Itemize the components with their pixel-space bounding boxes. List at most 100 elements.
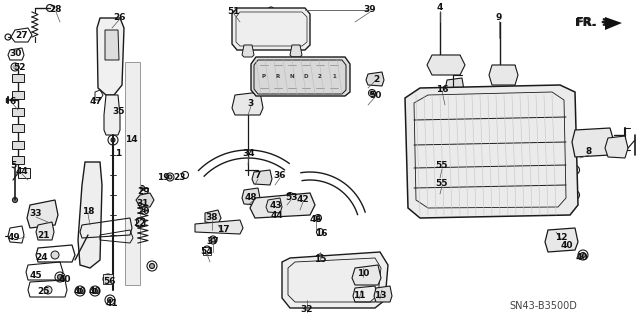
Text: 40: 40 <box>561 241 573 249</box>
Text: 51: 51 <box>228 6 240 16</box>
Circle shape <box>425 190 435 200</box>
Circle shape <box>428 192 433 197</box>
Polygon shape <box>97 18 124 95</box>
Circle shape <box>475 102 485 112</box>
Text: 1: 1 <box>115 149 121 158</box>
Text: 46: 46 <box>310 214 323 224</box>
Polygon shape <box>232 8 310 50</box>
Circle shape <box>477 147 483 152</box>
Text: 2: 2 <box>318 75 322 79</box>
Circle shape <box>527 147 532 152</box>
Circle shape <box>275 211 279 215</box>
Text: FR.: FR. <box>576 16 598 28</box>
Circle shape <box>93 288 97 293</box>
Polygon shape <box>12 91 24 99</box>
Text: P: P <box>262 75 266 79</box>
Text: 41: 41 <box>106 299 118 308</box>
Circle shape <box>475 190 485 200</box>
Circle shape <box>13 65 17 69</box>
Text: 33: 33 <box>29 210 42 219</box>
Text: 9: 9 <box>496 13 502 23</box>
Text: 32: 32 <box>301 305 313 314</box>
Circle shape <box>369 77 375 83</box>
Text: 37: 37 <box>207 236 220 246</box>
Polygon shape <box>290 45 302 57</box>
Circle shape <box>436 180 440 184</box>
Text: 49: 49 <box>8 233 20 241</box>
Text: 40: 40 <box>74 286 86 295</box>
Circle shape <box>288 194 292 198</box>
Text: 56: 56 <box>103 277 115 286</box>
Polygon shape <box>489 65 518 85</box>
Circle shape <box>436 163 440 167</box>
Circle shape <box>260 204 268 212</box>
Text: 39: 39 <box>364 5 376 14</box>
Text: 20: 20 <box>137 207 149 217</box>
Text: 25: 25 <box>38 286 51 295</box>
Circle shape <box>527 192 532 197</box>
Circle shape <box>211 238 215 242</box>
Polygon shape <box>545 228 578 252</box>
Polygon shape <box>572 128 614 157</box>
Polygon shape <box>104 95 120 135</box>
Polygon shape <box>427 55 465 75</box>
Polygon shape <box>136 218 144 226</box>
Polygon shape <box>36 222 54 240</box>
Text: 4: 4 <box>437 4 443 12</box>
Text: 55: 55 <box>436 161 448 170</box>
Text: 16: 16 <box>315 228 327 238</box>
Circle shape <box>527 105 532 109</box>
Polygon shape <box>242 188 260 205</box>
Circle shape <box>525 145 535 155</box>
Text: 7: 7 <box>255 172 261 181</box>
Polygon shape <box>282 252 388 308</box>
Text: 27: 27 <box>16 31 28 40</box>
Text: 36: 36 <box>274 170 286 180</box>
Text: 15: 15 <box>314 255 326 263</box>
Text: 3: 3 <box>248 100 254 108</box>
Text: 53: 53 <box>285 192 297 202</box>
Circle shape <box>13 197 17 203</box>
Text: 2: 2 <box>373 75 379 84</box>
Circle shape <box>168 175 172 179</box>
Polygon shape <box>374 286 392 302</box>
Polygon shape <box>12 141 24 149</box>
Polygon shape <box>251 57 350 96</box>
Text: 19: 19 <box>157 174 170 182</box>
Text: 31: 31 <box>137 198 149 207</box>
Polygon shape <box>103 274 113 284</box>
Circle shape <box>425 102 435 112</box>
Text: 13: 13 <box>374 292 387 300</box>
Circle shape <box>566 241 570 246</box>
Polygon shape <box>254 60 346 94</box>
Circle shape <box>44 286 52 294</box>
Circle shape <box>573 168 577 172</box>
Text: 14: 14 <box>125 135 138 144</box>
Circle shape <box>108 298 113 302</box>
Text: D: D <box>304 75 308 79</box>
Circle shape <box>477 105 483 109</box>
Text: 8: 8 <box>586 147 592 157</box>
Polygon shape <box>242 45 254 57</box>
Polygon shape <box>252 170 272 185</box>
Polygon shape <box>232 92 263 115</box>
Circle shape <box>370 91 374 95</box>
Polygon shape <box>12 74 24 82</box>
Circle shape <box>477 192 483 197</box>
Text: 24: 24 <box>36 253 48 262</box>
Polygon shape <box>78 162 102 268</box>
Circle shape <box>318 256 322 260</box>
Text: 47: 47 <box>90 97 102 106</box>
Text: 44: 44 <box>15 167 28 176</box>
Circle shape <box>150 263 154 269</box>
Polygon shape <box>405 85 578 218</box>
Polygon shape <box>136 193 154 207</box>
Text: 55: 55 <box>436 179 448 188</box>
Text: 22: 22 <box>134 219 147 228</box>
Text: 17: 17 <box>217 225 229 234</box>
Text: 26: 26 <box>113 12 125 21</box>
Polygon shape <box>12 156 24 164</box>
Text: SN43-B3500D: SN43-B3500D <box>509 301 577 311</box>
Text: 43: 43 <box>269 201 282 210</box>
Text: 6: 6 <box>10 98 16 107</box>
